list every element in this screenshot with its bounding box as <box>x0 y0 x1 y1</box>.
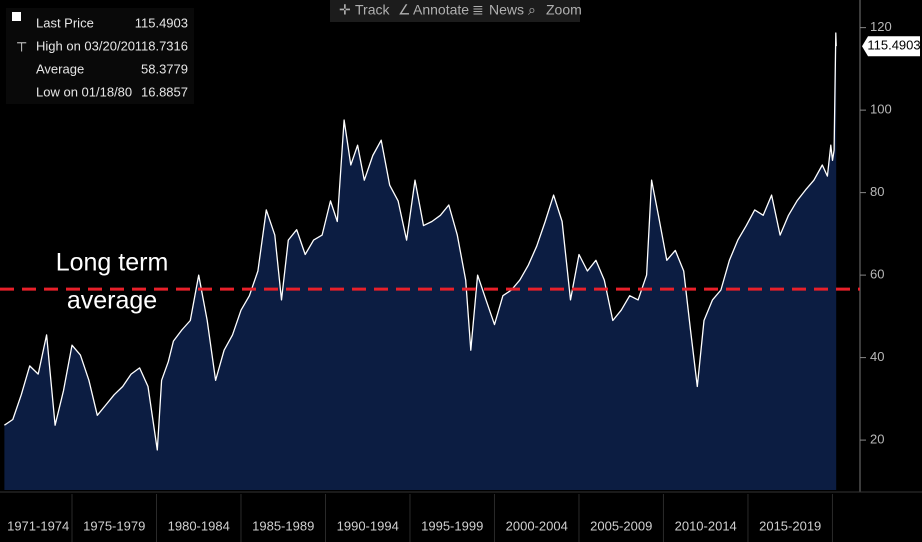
toolbar-track[interactable]: ✛ Track <box>339 2 390 18</box>
y-tick-label: 120 <box>870 19 892 34</box>
x-tick-label: 1985-1989 <box>252 518 314 533</box>
toolbar-annotate[interactable]: ∠ Annotate <box>398 2 469 18</box>
toolbar-label: News <box>489 2 524 18</box>
legend-value: 58.3779 <box>141 61 188 76</box>
plot-area <box>4 32 837 490</box>
toolbar-news[interactable]: ≣ News <box>472 2 524 18</box>
legend-value: 115.4903 <box>135 15 188 30</box>
legend-icon: ⊤ <box>16 39 27 54</box>
toolbar <box>330 0 580 22</box>
legend-box <box>6 8 194 104</box>
toolbar-label: Zoom <box>546 2 582 18</box>
y-tick-label: 100 <box>870 102 892 117</box>
legend-label: Low on 01/18/80 <box>36 84 132 99</box>
y-tick-label: 60 <box>870 267 884 282</box>
legend-label: Last Price <box>36 15 94 30</box>
x-tick-label: 1980-1984 <box>168 518 230 533</box>
toolbar-label: Annotate <box>413 2 469 18</box>
zoom-icon: ⌕ <box>528 2 536 18</box>
news-icon: ≣ <box>472 2 484 18</box>
y-tick-label: 20 <box>870 432 884 447</box>
x-tick-label: 2005-2009 <box>590 518 652 533</box>
legend-label: Average <box>36 61 84 76</box>
line <box>4 32 837 451</box>
legend-label: High on 03/20/20 <box>36 38 135 53</box>
reference-label: Long term <box>56 249 169 277</box>
legend-swatch <box>12 12 21 21</box>
toolbar-label: Track <box>355 2 390 18</box>
x-tick-label: 1990-1994 <box>337 518 399 533</box>
x-tick-label: 1975-1979 <box>83 518 145 533</box>
x-tick-label: 2000-2004 <box>506 518 568 533</box>
track-icon: ✛ <box>339 2 351 18</box>
y-tick-label: 40 <box>870 349 884 364</box>
price-tag-label: 115.4903 <box>867 38 920 53</box>
x-tick-label: 2015-2019 <box>759 518 821 533</box>
y-tick-label: 80 <box>870 184 884 199</box>
legend-value: 118.7316 <box>135 38 188 53</box>
area <box>4 33 837 490</box>
reference-label: average <box>67 287 157 315</box>
legend-value: 16.8857 <box>141 84 188 99</box>
x-tick-label: 2010-2014 <box>675 518 737 533</box>
price-tag <box>862 36 920 57</box>
x-tick-label: 1971-1974 <box>7 518 69 533</box>
annotate-icon: ∠ <box>398 2 411 18</box>
toolbar-zoom[interactable]: ⌕ Zoom <box>528 2 582 18</box>
x-tick-label: 1995-1999 <box>421 518 483 533</box>
